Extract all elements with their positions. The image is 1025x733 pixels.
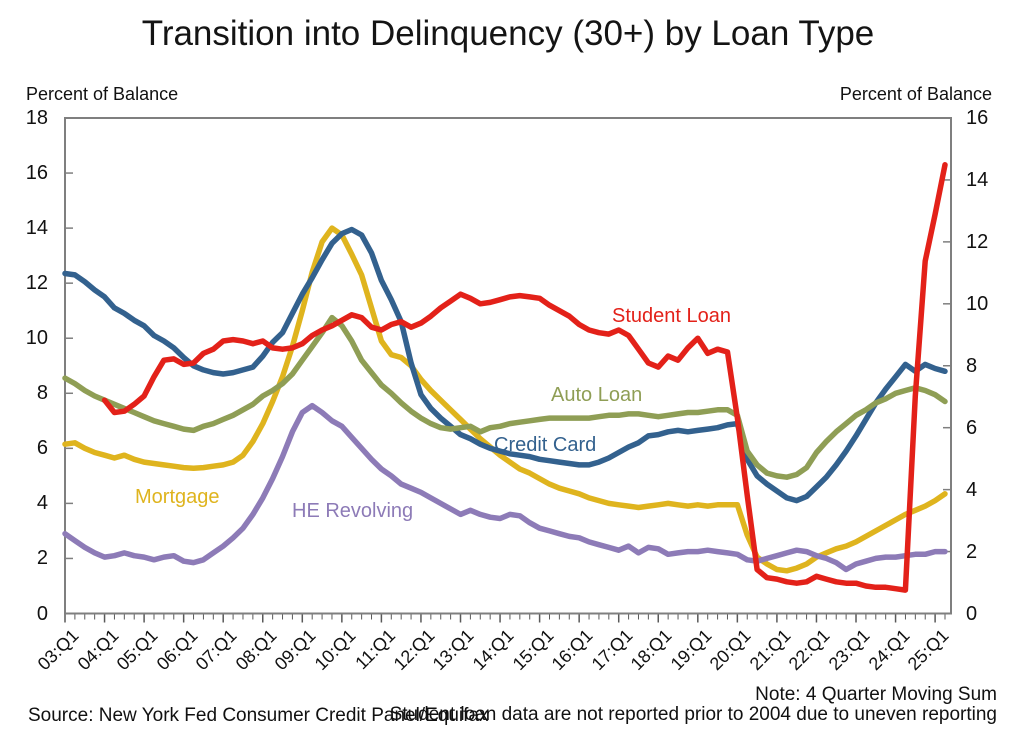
right-axis-title: Percent of Balance — [839, 84, 992, 104]
series-line-mortgage — [62, 225, 948, 574]
series-label-he-revolving: HE Revolving — [292, 500, 414, 522]
right-axis-label-0: 0 — [966, 602, 978, 625]
right-axis-label-10: 10 — [966, 292, 989, 315]
left-axis-label-0: 0 — [36, 602, 48, 625]
left-axis-label-4: 4 — [36, 492, 48, 515]
right-axis-label-16: 16 — [966, 107, 989, 129]
source-text: Source: New York Fed Consumer Credit Pan… — [28, 705, 489, 726]
series-label-credit-card: Credit Card — [494, 434, 597, 456]
right-axis-label-12: 12 — [966, 230, 989, 253]
right-axis-label-14: 14 — [966, 168, 989, 191]
chart-title: Transition into Delinquency (30+) by Loa… — [141, 14, 875, 53]
series-line-auto-loan — [62, 314, 948, 480]
series-label-mortgage: Mortgage — [135, 486, 220, 508]
right-axis-label-8: 8 — [966, 354, 978, 377]
left-axis-label-16: 16 — [25, 162, 48, 185]
left-axis-label-12: 12 — [25, 272, 48, 295]
note-moving-sum: Note: 4 Quarter Moving Sum — [755, 684, 997, 705]
series-line-credit-card — [62, 226, 948, 504]
left-axis-label-6: 6 — [36, 437, 48, 460]
right-axis-label-4: 4 — [966, 478, 978, 501]
left-axis-label-10: 10 — [25, 327, 48, 350]
left-axis-title: Percent of Balance — [26, 84, 179, 104]
series-line-he-revolving — [62, 402, 948, 573]
left-axis-label-18: 18 — [25, 107, 48, 129]
plot-frame — [64, 117, 952, 615]
series-label-auto-loan: Auto Loan — [551, 384, 643, 406]
right-axis-label-6: 6 — [966, 416, 978, 439]
series-line-student-loan — [101, 162, 948, 593]
left-axis-label-8: 8 — [36, 382, 48, 405]
series-label-student-loan: Student Loan — [612, 305, 731, 327]
right-axis-label-2: 2 — [966, 540, 978, 563]
left-axis-label-14: 14 — [25, 217, 48, 240]
left-axis-label-2: 2 — [36, 547, 48, 570]
note-student-loan: Student loan data are not reported prior… — [389, 704, 997, 725]
